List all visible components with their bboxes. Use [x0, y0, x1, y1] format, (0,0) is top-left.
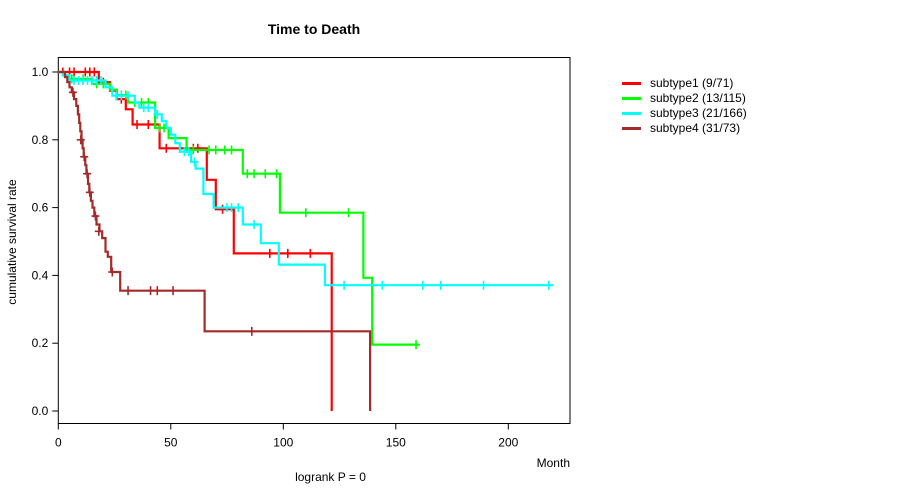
x-tick-label: 200 [498, 436, 518, 450]
x-tick-label: 100 [273, 436, 293, 450]
logrank-footnote: logrank P = 0 [295, 470, 366, 484]
y-tick-label: 0.2 [32, 336, 49, 350]
survival-curve-4 [58, 70, 372, 411]
legend-label: subtype2 (13/115) [650, 91, 746, 105]
legend-line-swatch [622, 112, 641, 115]
legend-line-swatch [622, 127, 641, 130]
legend-item-subtype3: subtype3 (21/166) [622, 106, 747, 121]
y-tick-label: 0.0 [32, 404, 49, 418]
legend-line-swatch [622, 97, 641, 100]
legend-label: subtype1 (9/71) [650, 76, 734, 90]
legend-item-subtype4: subtype4 (31/73) [622, 121, 747, 136]
y-tick-label: 0.8 [32, 133, 49, 147]
y-tick-label: 0.6 [32, 201, 49, 215]
survival-curve-3 [58, 70, 554, 287]
x-tick-label: 0 [55, 436, 62, 450]
x-tick-label: 150 [386, 436, 406, 450]
legend: subtype1 (9/71) subtype2 (13/115) subtype3… [622, 76, 747, 136]
legend-item-subtype2: subtype2 (13/115) [622, 91, 747, 106]
legend-line-swatch [622, 82, 641, 85]
legend-label: subtype3 (21/166) [650, 106, 747, 120]
y-tick-label: 1.0 [32, 65, 49, 79]
x-tick-label: 50 [164, 436, 178, 450]
chart-title: Time to Death [267, 21, 361, 37]
legend-item-subtype1: subtype1 (9/71) [622, 76, 747, 91]
x-axis-title: Month [536, 456, 570, 470]
plot-border [57, 57, 571, 424]
survival-curve-1 [58, 70, 333, 411]
y-tick-label: 0.4 [32, 268, 49, 282]
legend-label: subtype4 (31/73) [650, 121, 741, 135]
